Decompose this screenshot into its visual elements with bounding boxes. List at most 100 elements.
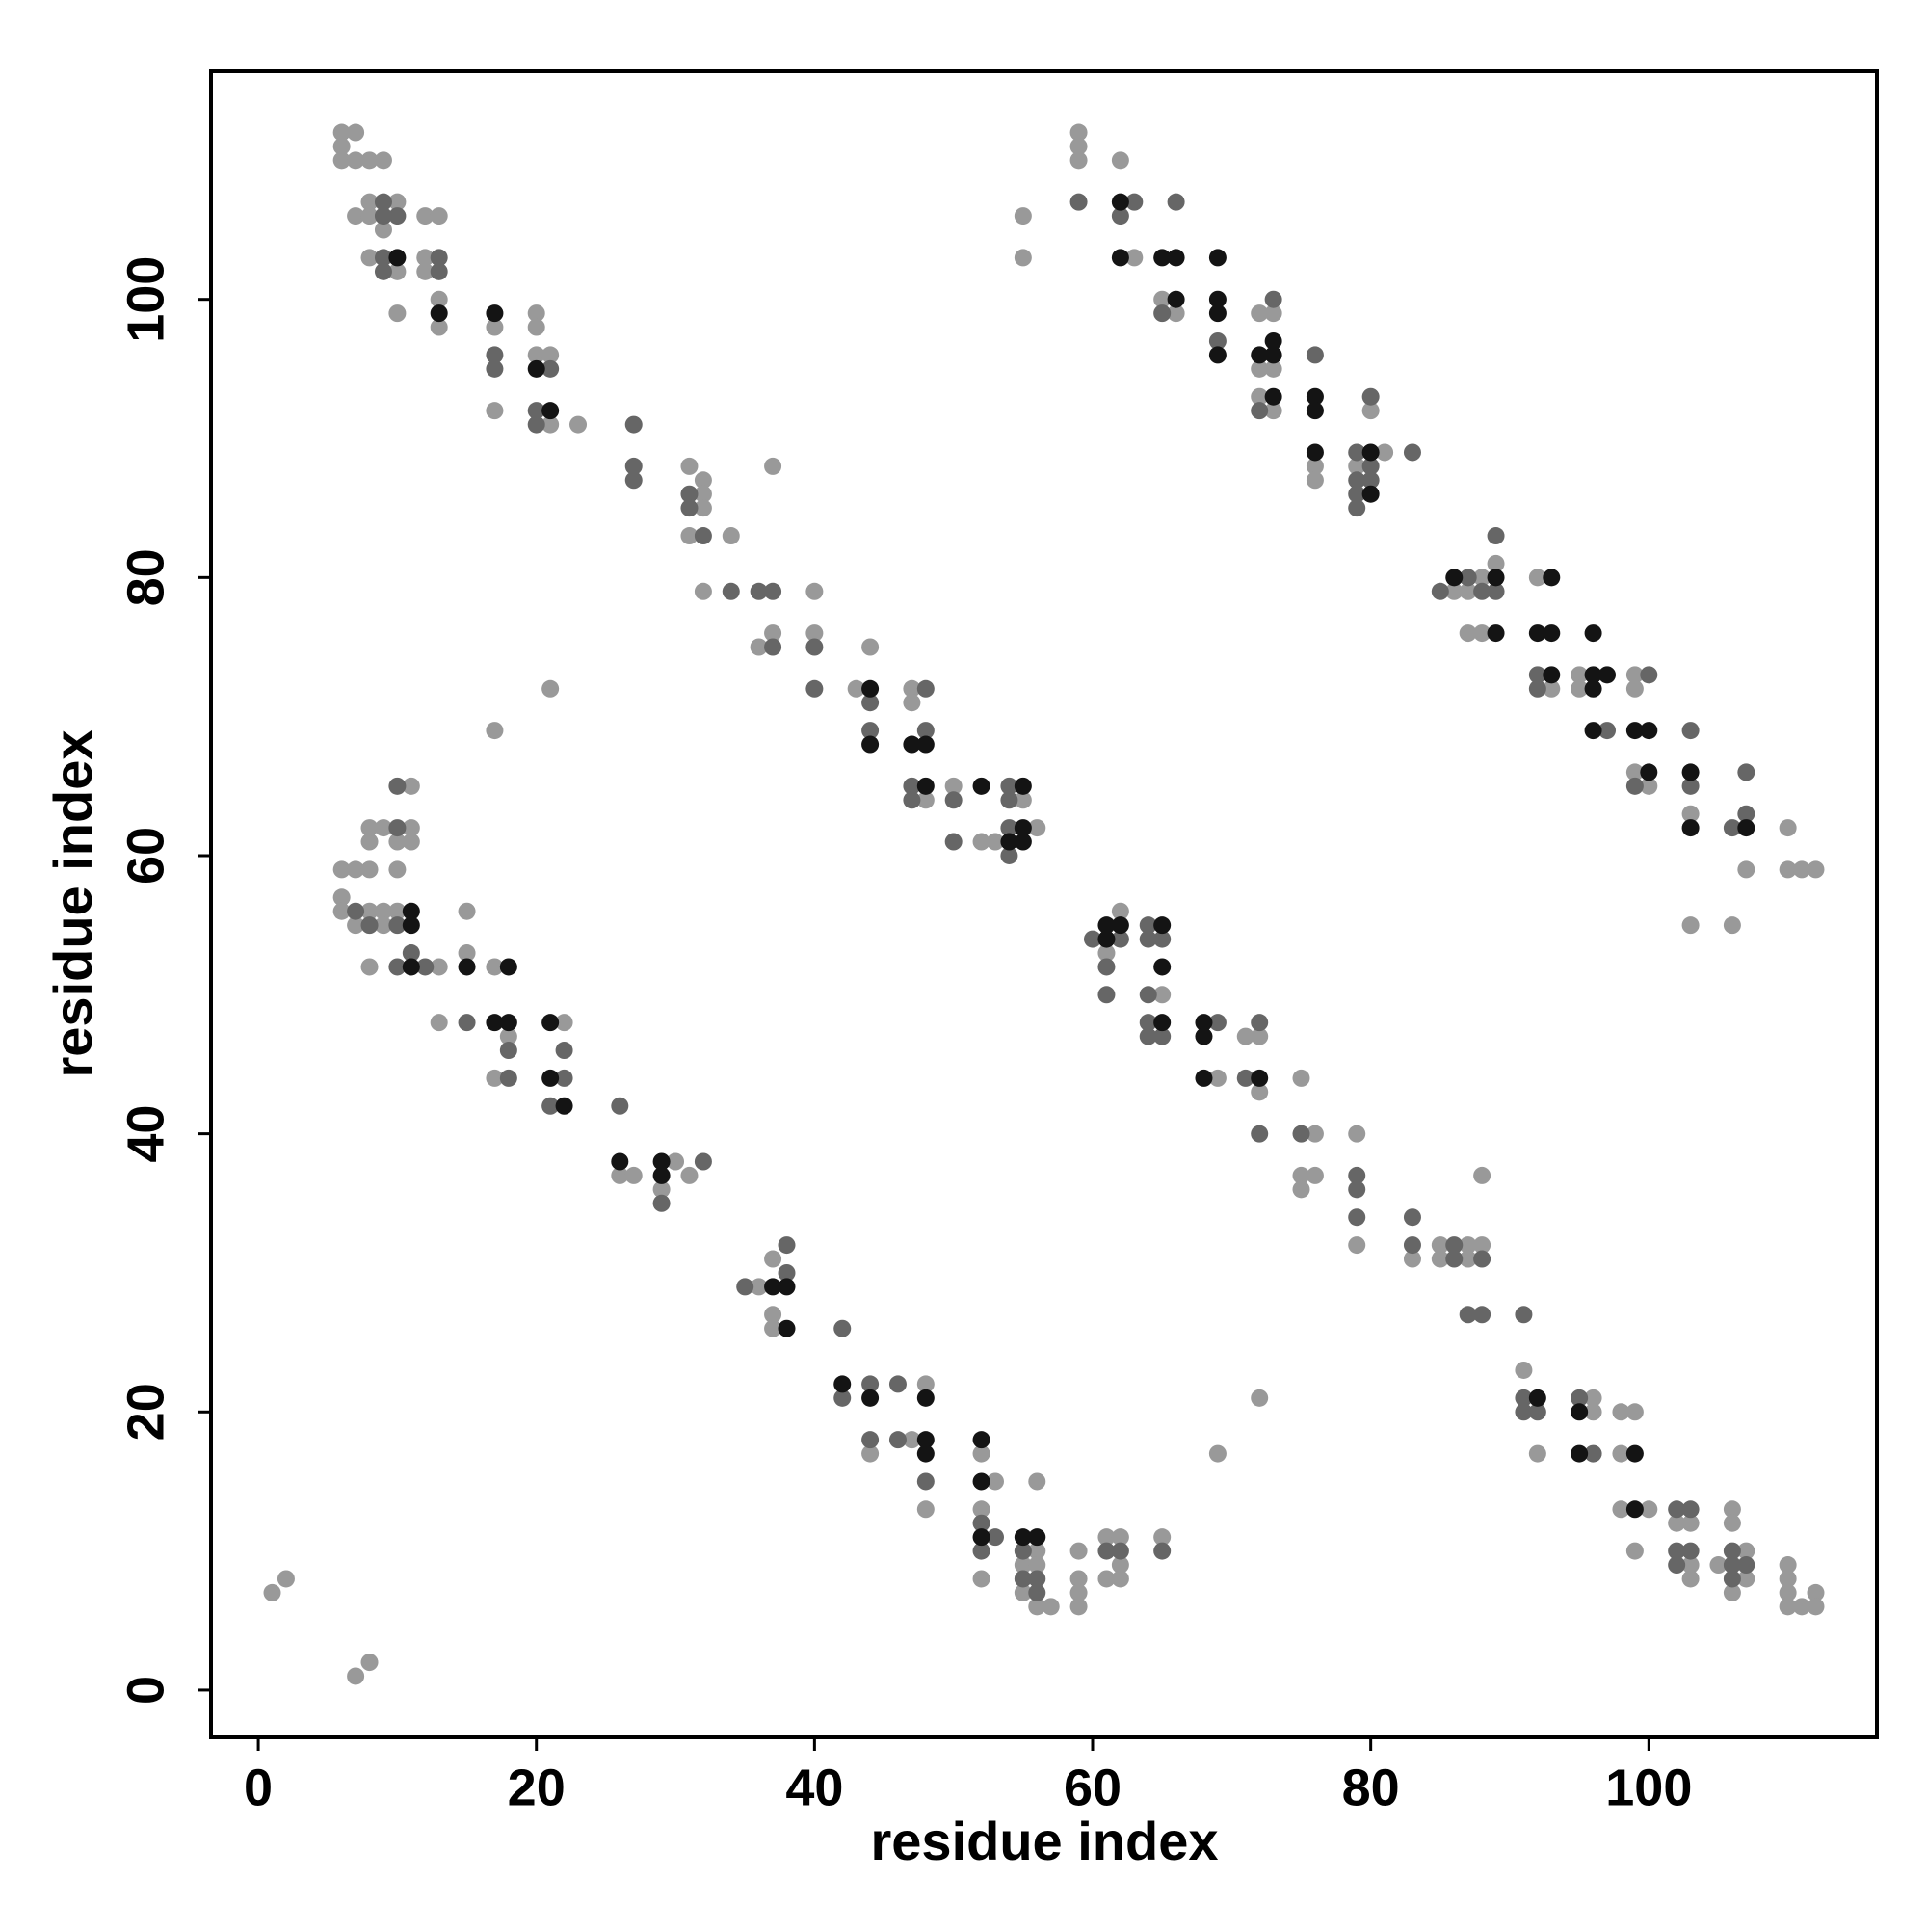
point: [1097, 1528, 1116, 1547]
point: [347, 207, 365, 225]
point: [527, 359, 545, 378]
point: [360, 833, 379, 851]
point: [388, 902, 407, 920]
point: [1625, 763, 1644, 781]
point: [1153, 930, 1172, 948]
point: [430, 304, 448, 323]
point: [972, 1542, 990, 1560]
point: [347, 151, 365, 170]
point: [1084, 930, 1102, 948]
point: [527, 346, 545, 364]
point: [1000, 846, 1018, 864]
point: [694, 527, 712, 545]
point: [1625, 1500, 1644, 1519]
point: [1515, 1306, 1533, 1324]
point: [541, 346, 560, 364]
point: [1779, 1583, 1797, 1601]
point: [1487, 624, 1505, 643]
point: [1292, 1180, 1310, 1199]
point: [1376, 443, 1394, 462]
point: [1069, 1542, 1088, 1560]
point: [1459, 1250, 1477, 1268]
point: [263, 1583, 281, 1601]
point: [1625, 722, 1644, 740]
point: [888, 1375, 907, 1393]
point: [1348, 499, 1366, 517]
point: [652, 1180, 671, 1199]
point: [1807, 1598, 1825, 1616]
point: [1737, 1570, 1755, 1588]
point: [1069, 137, 1088, 155]
point: [1292, 1069, 1310, 1087]
point: [916, 791, 935, 809]
point: [667, 1152, 685, 1171]
point: [1111, 1556, 1129, 1575]
point: [986, 1528, 1004, 1547]
y-tick-label: 0: [117, 1676, 174, 1705]
point: [1348, 457, 1366, 475]
point: [1014, 207, 1032, 225]
point: [944, 777, 963, 795]
point: [764, 624, 782, 643]
y-tick-label: 80: [117, 548, 174, 606]
point: [388, 958, 407, 976]
point: [680, 1166, 699, 1184]
point: [1361, 457, 1380, 475]
point: [1723, 916, 1741, 935]
x-tick-label: 40: [785, 1759, 843, 1816]
point: [1111, 1528, 1129, 1547]
point: [861, 1389, 880, 1407]
point: [1306, 1166, 1324, 1184]
point: [1403, 1236, 1421, 1255]
point: [541, 402, 560, 420]
point: [1348, 1166, 1366, 1184]
point: [1779, 1556, 1797, 1575]
point: [1153, 249, 1172, 267]
point: [611, 1152, 629, 1171]
point: [1167, 304, 1185, 323]
point: [847, 679, 865, 698]
point: [1264, 387, 1282, 406]
point: [1111, 193, 1129, 211]
point: [1208, 290, 1227, 308]
point: [1681, 819, 1700, 837]
point: [388, 249, 407, 267]
point: [402, 902, 420, 920]
point: [360, 958, 379, 976]
point: [1014, 1528, 1032, 1547]
point: [1195, 1027, 1213, 1045]
point: [1445, 569, 1464, 587]
point: [611, 1097, 629, 1115]
point: [1723, 1500, 1741, 1519]
point: [388, 860, 407, 879]
point: [458, 944, 476, 963]
point: [541, 415, 560, 434]
point: [1251, 1014, 1269, 1032]
y-tick-label: 40: [117, 1105, 174, 1163]
point: [1014, 777, 1032, 795]
point: [764, 1278, 782, 1296]
point: [916, 1472, 935, 1491]
point: [1167, 290, 1185, 308]
point: [555, 1097, 573, 1115]
point: [694, 485, 712, 503]
point: [778, 1278, 796, 1296]
point: [680, 485, 699, 503]
point: [277, 1570, 295, 1588]
point: [1125, 193, 1144, 211]
point: [1779, 860, 1797, 879]
point: [861, 722, 880, 740]
point: [1069, 1598, 1088, 1616]
point: [1584, 666, 1602, 684]
point: [1431, 1250, 1449, 1268]
point: [1709, 1556, 1728, 1575]
point: [1528, 1444, 1546, 1463]
point: [972, 1514, 990, 1532]
point: [903, 777, 921, 795]
point: [1584, 1403, 1602, 1421]
point: [903, 694, 921, 712]
point: [1014, 1542, 1032, 1560]
point: [1000, 791, 1018, 809]
point: [360, 916, 379, 935]
point: [388, 207, 407, 225]
